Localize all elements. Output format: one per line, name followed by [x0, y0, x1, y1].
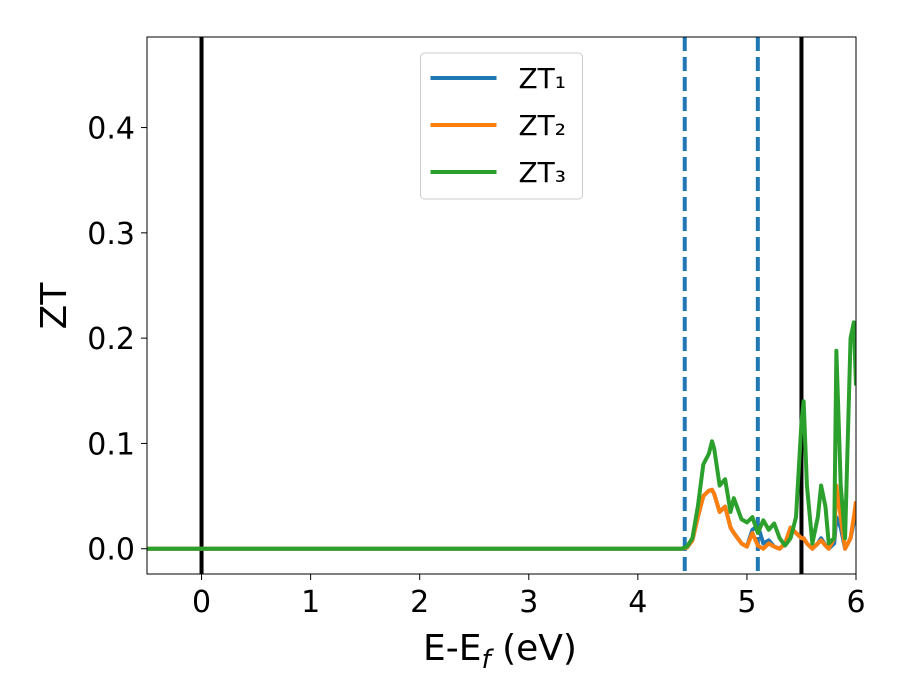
- x-tick-label: 5: [737, 585, 756, 620]
- x-axis-label: E-Ef (eV): [423, 628, 577, 675]
- x-tick-label: 3: [519, 585, 538, 620]
- x-tick-label: 6: [846, 585, 865, 620]
- x-tick-label: 1: [301, 585, 320, 620]
- x-label-rest: (eV): [491, 628, 577, 669]
- series-line: [147, 320, 856, 551]
- legend-label: ZT₂: [519, 109, 567, 142]
- y-tick-label: 0.4: [87, 112, 135, 147]
- y-tick-label: 0.3: [87, 217, 135, 252]
- y-tick-label: 0.1: [87, 427, 135, 462]
- y-tick-label: 0.2: [87, 322, 135, 357]
- x-tick-label: 4: [628, 585, 647, 620]
- legend-box: [420, 52, 583, 200]
- x-label-main: E-E: [423, 628, 481, 669]
- y-axis-label: ZT: [34, 282, 75, 330]
- legend-label: ZT₁: [519, 62, 567, 95]
- y-tick-label: 0.0: [87, 533, 135, 568]
- x-tick-label: 0: [192, 585, 211, 620]
- legend-label: ZT₃: [519, 156, 567, 189]
- plot-frame: [146, 36, 857, 575]
- x-tick-label: 2: [410, 585, 429, 620]
